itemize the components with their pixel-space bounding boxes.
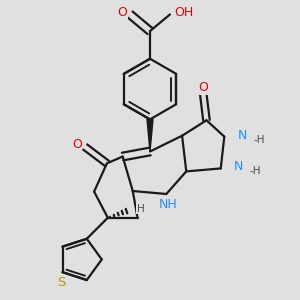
Text: O: O [198,81,208,94]
Polygon shape [147,119,153,152]
Text: -H: -H [250,167,261,176]
Text: N: N [238,129,247,142]
Text: -H: -H [253,135,265,145]
Text: NH: NH [158,198,177,211]
Text: O: O [72,138,82,151]
Text: N: N [234,160,244,173]
Text: H: H [137,204,145,214]
Text: OH: OH [174,6,194,19]
Text: O: O [117,6,127,19]
Text: S: S [57,276,65,289]
